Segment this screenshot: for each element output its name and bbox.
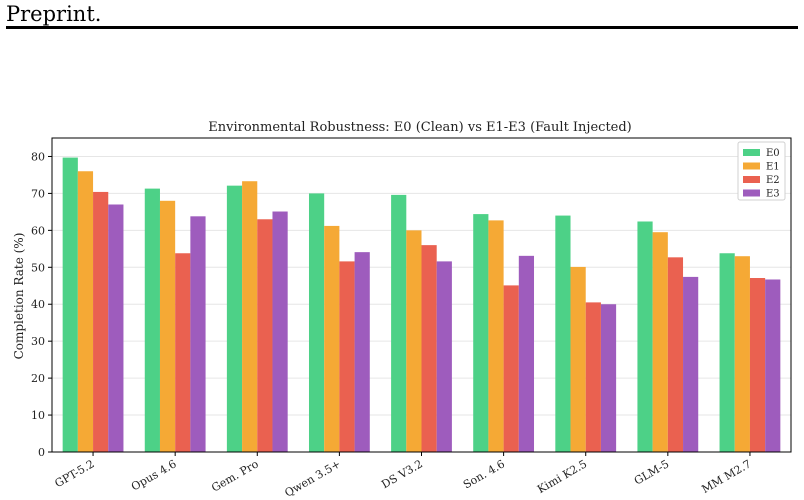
y-tick-label: 10 xyxy=(31,409,45,422)
legend-box xyxy=(737,141,786,201)
bar-e0 xyxy=(719,253,735,452)
bar-e3 xyxy=(354,252,370,452)
bar-e1 xyxy=(77,171,94,452)
bar-e0 xyxy=(308,193,325,453)
x-tick-label: Qwen 3.5+ xyxy=(282,457,342,499)
plot-frame xyxy=(51,137,792,453)
bar-e0 xyxy=(555,215,571,452)
bar-e2 xyxy=(421,245,437,452)
bar-e2 xyxy=(93,191,109,452)
legend-label: E1 xyxy=(766,162,780,173)
bar-e3 xyxy=(436,261,452,452)
legend-swatch xyxy=(743,189,760,197)
bar-e0 xyxy=(637,221,653,452)
legend-swatch xyxy=(743,162,760,170)
x-tick-label: GLM-5 xyxy=(632,457,671,487)
y-tick-label: 20 xyxy=(31,372,45,385)
bar-e3 xyxy=(683,276,699,452)
bar-e3 xyxy=(108,204,124,452)
preprint-label: Preprint. xyxy=(6,2,102,26)
x-tick-label: DS V3.2 xyxy=(379,457,425,491)
bar-e1 xyxy=(159,200,176,452)
bar-e1 xyxy=(652,232,668,452)
legend-swatch xyxy=(743,149,760,156)
bar-e1 xyxy=(734,256,750,452)
bar-e0 xyxy=(473,214,489,452)
y-tick-label: 80 xyxy=(31,150,45,163)
x-tick-label: Opus 4.6 xyxy=(129,457,179,493)
bars-layer xyxy=(62,157,781,453)
x-tick-label: Son. 4.6 xyxy=(461,457,507,491)
x-tick-label: Kimi K2.5 xyxy=(535,457,589,496)
chart-legend: E0 E1 E2 E3 xyxy=(737,141,786,201)
legend-label: E3 xyxy=(766,189,780,200)
chart-title: Environmental Robustness: E0 (Clean) vs … xyxy=(208,120,632,135)
page-header: Preprint. xyxy=(6,0,798,30)
bar-e1 xyxy=(242,181,258,452)
legend-swatch xyxy=(743,176,760,183)
y-tick-label: 70 xyxy=(31,187,45,200)
bar-e0 xyxy=(391,194,407,452)
bar-e0 xyxy=(226,185,243,452)
x-tick-label: GPT-5.2 xyxy=(53,457,97,490)
legend-label: E0 xyxy=(766,148,780,159)
bar-e3 xyxy=(600,304,617,452)
bar-e3 xyxy=(765,279,781,452)
bar-e1 xyxy=(570,266,586,452)
header-rule xyxy=(6,26,798,29)
y-tick-label: 50 xyxy=(31,261,45,274)
bar-e0 xyxy=(62,157,78,452)
bar-e3 xyxy=(518,255,535,452)
bar-e2 xyxy=(339,261,355,452)
y-tick-label: 60 xyxy=(31,224,45,237)
x-tick-label: MM M2.7 xyxy=(700,457,754,496)
x-tick-label: Gem. Pro xyxy=(209,457,261,494)
y-tick-label: 40 xyxy=(31,298,45,311)
bar-e2 xyxy=(667,257,684,452)
bar-e1 xyxy=(324,225,340,452)
y-axis-label: Completion Rate (%) xyxy=(12,233,26,360)
bar-e0 xyxy=(144,188,160,452)
bar-e2 xyxy=(749,278,766,452)
y-tick-label: 30 xyxy=(31,335,45,348)
legend-label: E2 xyxy=(766,175,780,186)
bar-e2 xyxy=(257,219,273,452)
y-tick-label: 0 xyxy=(38,446,45,459)
bar-e3 xyxy=(272,211,288,452)
bar-e2 xyxy=(503,285,519,452)
bar-e2 xyxy=(175,253,191,452)
bar-e3 xyxy=(190,216,206,452)
bar-e1 xyxy=(488,220,504,452)
bar-e1 xyxy=(406,230,422,452)
bar-e2 xyxy=(585,302,601,452)
